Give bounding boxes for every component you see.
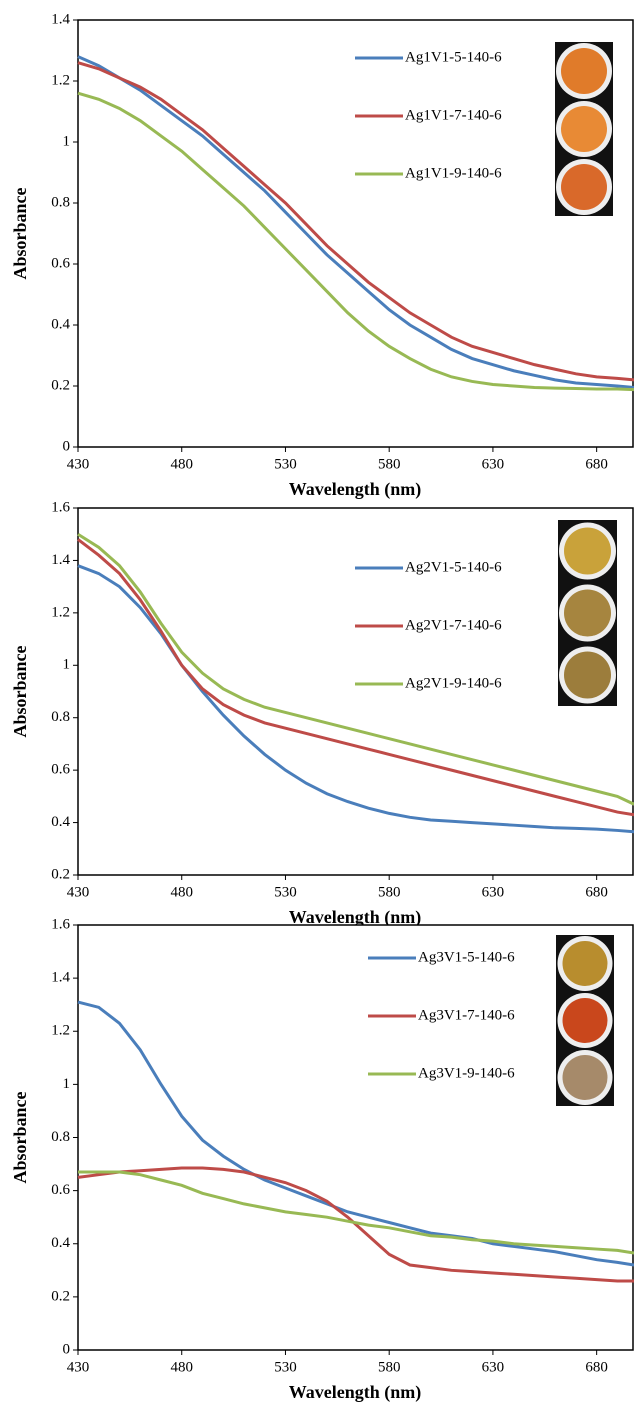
sample-powder (564, 589, 611, 637)
y-tick-label: 0 (63, 1341, 71, 1357)
y-tick-label: 0 (63, 438, 71, 454)
data-line (78, 1170, 634, 1255)
y-tick-label: 0.2 (51, 866, 70, 882)
x-tick-label: 580 (378, 456, 401, 472)
y-tick-label: 0.2 (51, 1288, 70, 1304)
x-tick-label: 680 (585, 1359, 608, 1375)
x-axis-label: Wavelength (nm) (289, 907, 422, 928)
x-tick-label: 530 (274, 456, 297, 472)
y-tick-label: 0.6 (51, 762, 70, 778)
x-tick-label: 630 (482, 456, 505, 472)
legend-label: Ag1V1-9-140-6 (405, 165, 502, 181)
data-line (77, 1166, 634, 1283)
y-tick-label: 0.4 (51, 1235, 70, 1251)
data-line (77, 538, 634, 817)
sample-powder (561, 164, 607, 210)
data-line (77, 61, 634, 382)
plot-area (77, 19, 634, 448)
x-tick-label: 530 (274, 884, 297, 900)
legend-label: Ag3V1-9-140-6 (418, 1065, 515, 1081)
sample-powder (562, 941, 608, 986)
y-tick-label: 0.6 (51, 1182, 70, 1198)
x-axis-label: Wavelength (nm) (289, 479, 422, 500)
y-tick-label: 1.2 (51, 72, 70, 88)
x-tick-label: 530 (274, 1359, 297, 1375)
y-tick-label: 1.2 (51, 1023, 70, 1039)
x-tick-label: 430 (67, 884, 90, 900)
data-line (77, 91, 634, 392)
x-tick-label: 480 (170, 456, 193, 472)
sample-powder (562, 1055, 608, 1100)
x-tick-label: 630 (482, 884, 505, 900)
chart-panel: 0.2 0.4 0.6 0.8 1 1.2 1.4 1.6 430 480 530 580 630 680… (10, 499, 634, 928)
legend-label: Ag1V1-5-140-6 (405, 49, 502, 65)
y-axis-label: Absorbance (10, 187, 30, 279)
legend-label: Ag1V1-7-140-6 (405, 107, 502, 123)
data-line (77, 55, 634, 390)
chart-panel: 0 0.2 0.4 0.6 0.8 1 1.2 1.4 430 480 530 580 630 680 Wa… (10, 11, 634, 500)
plot-area (77, 924, 634, 1351)
y-tick-label: 0.8 (51, 709, 70, 725)
x-tick-label: 580 (378, 884, 401, 900)
x-tick-label: 430 (67, 1359, 90, 1375)
sample-powder (564, 527, 611, 575)
y-tick-label: 0.2 (51, 377, 70, 393)
y-axis-label: Absorbance (10, 645, 30, 737)
legend-label: Ag2V1-7-140-6 (405, 617, 502, 633)
y-tick-label: 0.4 (51, 316, 70, 332)
x-tick-label: 680 (585, 456, 608, 472)
x-tick-label: 630 (482, 1359, 505, 1375)
sample-powder (564, 651, 611, 699)
legend-label: Ag2V1-9-140-6 (405, 675, 502, 691)
y-tick-label: 1 (63, 133, 71, 149)
y-tick-label: 0.6 (51, 255, 70, 271)
sample-powder (561, 48, 607, 94)
y-tick-label: 1.4 (51, 552, 70, 568)
x-tick-label: 480 (170, 884, 193, 900)
chart-panel: 0 0.2 0.4 0.6 0.8 1 1.2 1.4 1.6 430 480 530 580 630 68… (10, 916, 634, 1403)
data-line (77, 1000, 634, 1267)
y-tick-label: 0.4 (51, 814, 70, 830)
data-line (77, 532, 634, 806)
x-tick-label: 480 (170, 1359, 193, 1375)
y-tick-label: 1 (63, 657, 71, 673)
plot-area (77, 507, 634, 876)
y-tick-label: 1 (63, 1076, 71, 1092)
x-axis-label: Wavelength (nm) (289, 1382, 422, 1403)
y-tick-label: 1.2 (51, 604, 70, 620)
y-tick-label: 1.4 (51, 970, 70, 986)
legend-label: Ag3V1-7-140-6 (418, 1007, 515, 1023)
sample-powder (561, 106, 607, 152)
y-tick-label: 0.8 (51, 1129, 70, 1145)
y-axis-label: Absorbance (10, 1091, 30, 1183)
y-tick-label: 1.6 (51, 499, 70, 515)
x-tick-label: 580 (378, 1359, 401, 1375)
y-tick-label: 1.6 (51, 916, 70, 932)
x-tick-label: 430 (67, 456, 90, 472)
x-tick-label: 680 (585, 884, 608, 900)
sample-powder (562, 998, 608, 1043)
y-tick-label: 1.4 (51, 11, 70, 27)
legend-label: Ag3V1-5-140-6 (418, 949, 515, 965)
legend-label: Ag2V1-5-140-6 (405, 559, 502, 575)
y-tick-label: 0.8 (51, 194, 70, 210)
